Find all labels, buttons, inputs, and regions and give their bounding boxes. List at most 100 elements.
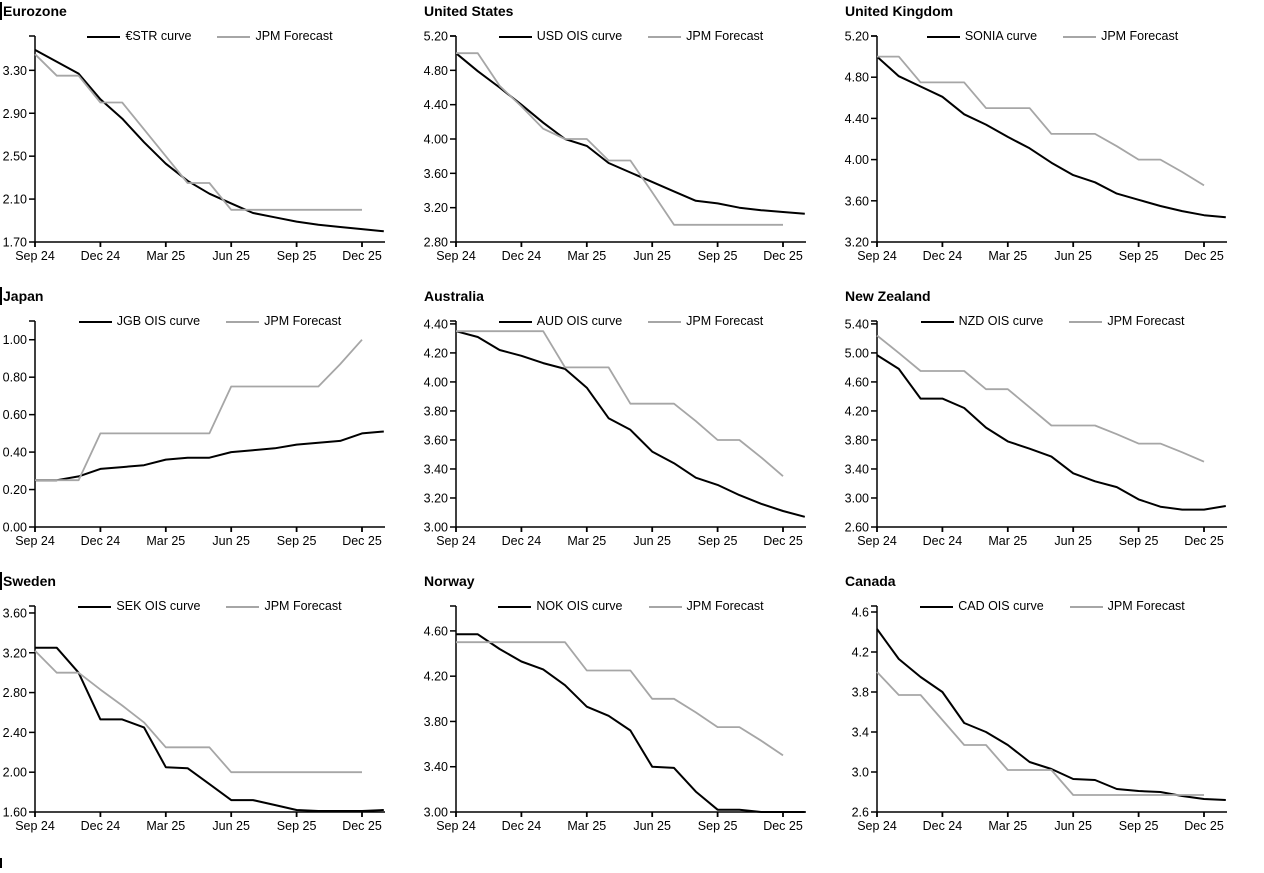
- x-tick-label: Dec 24: [81, 819, 121, 833]
- ois-curve-line: [876, 354, 1226, 511]
- x-tick-label: Jun 25: [1054, 534, 1092, 548]
- x-tick-label: Mar 25: [567, 534, 606, 548]
- chart-plot: 3.00 3.40 3.80 4.20 4.60 Sep 24 Dec 24 Mar 25 Ju…: [424, 605, 806, 833]
- chart-plot: 2.60 3.00 3.40 3.80 4.20 4.60 5.00 5.40 Sep 24 De…: [845, 317, 1227, 548]
- y-tick-label: 4.80: [424, 64, 448, 78]
- y-tick-label: 4.20: [845, 404, 869, 418]
- ois-curve-line: [456, 633, 805, 813]
- y-tick-label: 4.2: [852, 646, 869, 660]
- x-tick-label: Dec 24: [502, 534, 542, 548]
- x-tick-label: Dec 25: [342, 819, 382, 833]
- ois-curve-line: [876, 55, 1226, 219]
- x-tick-label: Sep 24: [15, 249, 55, 263]
- y-tick-label: 3.0: [852, 766, 869, 780]
- x-tick-label: Sep 25: [277, 819, 317, 833]
- jpm-forecast-line: [456, 52, 783, 226]
- chart-title: Australia: [424, 288, 484, 304]
- y-tick-label: 2.80: [3, 686, 27, 700]
- x-tick-label: Mar 25: [988, 249, 1027, 263]
- chart-cell: United Kingdom SONIA curve JPM Forecast …: [842, 0, 1264, 285]
- y-tick-label: 5.20: [845, 30, 869, 44]
- chart-cell: United States USD OIS curve JPM Forecast…: [421, 0, 842, 285]
- chart-title: Canada: [845, 573, 896, 589]
- x-tick-label: Jun 25: [212, 534, 250, 548]
- section-edge-mark: [0, 572, 2, 590]
- chart-cell: Japan JGB OIS curve JPM Forecast 0.00 0.2…: [0, 285, 421, 570]
- chart-title: Norway: [424, 573, 475, 589]
- y-tick-label: 2.60: [845, 521, 869, 535]
- jpm-forecast-line: [876, 334, 1205, 463]
- y-tick-label: 3.20: [845, 236, 869, 250]
- y-tick-label: 4.00: [845, 153, 869, 167]
- y-tick-label: 4.80: [845, 71, 869, 85]
- x-tick-label: Dec 25: [1184, 249, 1224, 263]
- x-tick-label: Dec 24: [81, 249, 121, 263]
- section-edge-mark: [0, 2, 2, 20]
- y-tick-label: 3.20: [3, 646, 27, 660]
- x-tick-label: Sep 25: [698, 249, 738, 263]
- x-tick-label: Sep 24: [857, 249, 897, 263]
- chart-plot: 2.6 3.0 3.4 3.8 4.2 4.6 Sep 24 Dec 24 Mar 25 Jun …: [852, 605, 1227, 833]
- x-tick-label: Mar 25: [988, 819, 1027, 833]
- x-tick-label: Dec 24: [81, 534, 121, 548]
- ois-curve-line: [35, 646, 384, 812]
- x-tick-label: Sep 25: [1119, 534, 1159, 548]
- x-tick-label: Jun 25: [212, 249, 250, 263]
- ois-curve-line: [455, 52, 805, 215]
- jpm-forecast-line: [34, 650, 362, 774]
- y-tick-label: 5.40: [845, 317, 869, 331]
- x-tick-label: Mar 25: [146, 249, 185, 263]
- ois-curve-line: [34, 49, 384, 233]
- y-tick-label: 4.40: [424, 98, 448, 112]
- y-tick-label: 3.80: [424, 404, 448, 418]
- y-tick-label: 4.00: [424, 375, 448, 389]
- x-tick-label: Mar 25: [146, 534, 185, 548]
- jpm-forecast-line: [456, 330, 784, 477]
- y-tick-label: 4.00: [424, 133, 448, 147]
- y-tick-label: 2.6: [852, 806, 869, 820]
- ois-curve-line: [876, 628, 1226, 801]
- chart-title: New Zealand: [845, 288, 931, 304]
- x-tick-label: Sep 25: [277, 534, 317, 548]
- page-edge-mark: [0, 858, 2, 868]
- ois-curve-line: [35, 430, 384, 482]
- chart-title: United States: [424, 3, 514, 19]
- y-tick-label: 5.20: [424, 30, 448, 44]
- x-tick-label: Jun 25: [212, 819, 250, 833]
- y-tick-label: 4.60: [845, 375, 869, 389]
- y-tick-label: 3.40: [424, 462, 448, 476]
- y-tick-label: 4.60: [424, 624, 448, 638]
- chart-plot: 3.20 3.60 4.00 4.40 4.80 5.20 Sep 24 Dec 24 Mar …: [845, 30, 1227, 263]
- x-tick-label: Sep 25: [698, 534, 738, 548]
- x-tick-label: Sep 25: [1119, 819, 1159, 833]
- x-tick-label: Jun 25: [1054, 819, 1092, 833]
- y-tick-label: 3.40: [424, 760, 448, 774]
- y-tick-label: 1.00: [3, 333, 27, 347]
- x-tick-label: Dec 24: [502, 249, 542, 263]
- y-tick-label: 3.00: [424, 521, 448, 535]
- x-tick-label: Dec 24: [923, 534, 963, 548]
- y-tick-label: 3.60: [424, 433, 448, 447]
- jpm-forecast-line: [35, 339, 363, 482]
- x-tick-label: Mar 25: [988, 534, 1027, 548]
- chart-plot: 2.80 3.20 3.60 4.00 4.40 4.80 5.20 Sep 24 Dec 24…: [424, 30, 806, 263]
- x-tick-label: Jun 25: [633, 249, 671, 263]
- y-tick-label: 3.80: [845, 433, 869, 447]
- y-tick-label: 4.40: [424, 317, 448, 331]
- x-tick-label: Sep 24: [15, 819, 55, 833]
- y-tick-label: 2.80: [424, 236, 448, 250]
- x-tick-label: Jun 25: [633, 534, 671, 548]
- x-tick-label: Mar 25: [567, 819, 606, 833]
- chart-plot: 1.60 2.00 2.40 2.80 3.20 3.60 Sep 24 Dec 24 Mar …: [3, 605, 385, 833]
- x-tick-label: Dec 25: [1184, 819, 1224, 833]
- y-tick-label: 4.6: [852, 606, 869, 620]
- y-tick-label: 0.00: [3, 521, 27, 535]
- x-tick-label: Sep 24: [436, 249, 476, 263]
- jpm-forecast-line: [456, 641, 784, 757]
- y-tick-label: 3.00: [424, 806, 448, 820]
- x-tick-label: Sep 24: [857, 534, 897, 548]
- chart-cell: New Zealand NZD OIS curve JPM Forecast 2…: [842, 285, 1264, 570]
- x-tick-label: Sep 24: [15, 534, 55, 548]
- ois-curve-line: [455, 330, 806, 518]
- x-tick-label: Sep 25: [698, 819, 738, 833]
